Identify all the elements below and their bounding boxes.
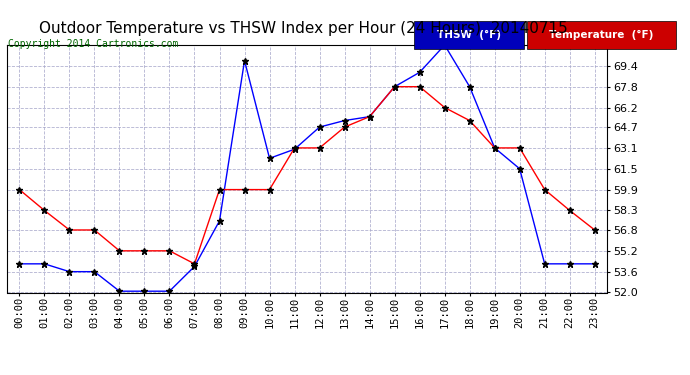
Text: Outdoor Temperature vs THSW Index per Hour (24 Hours)  20140715: Outdoor Temperature vs THSW Index per Ho… xyxy=(39,21,568,36)
Text: Copyright 2014 Cartronics.com: Copyright 2014 Cartronics.com xyxy=(8,39,179,50)
Text: THSW  (°F): THSW (°F) xyxy=(437,30,501,40)
FancyBboxPatch shape xyxy=(414,21,524,49)
FancyBboxPatch shape xyxy=(526,21,676,49)
Text: Temperature  (°F): Temperature (°F) xyxy=(549,30,653,40)
